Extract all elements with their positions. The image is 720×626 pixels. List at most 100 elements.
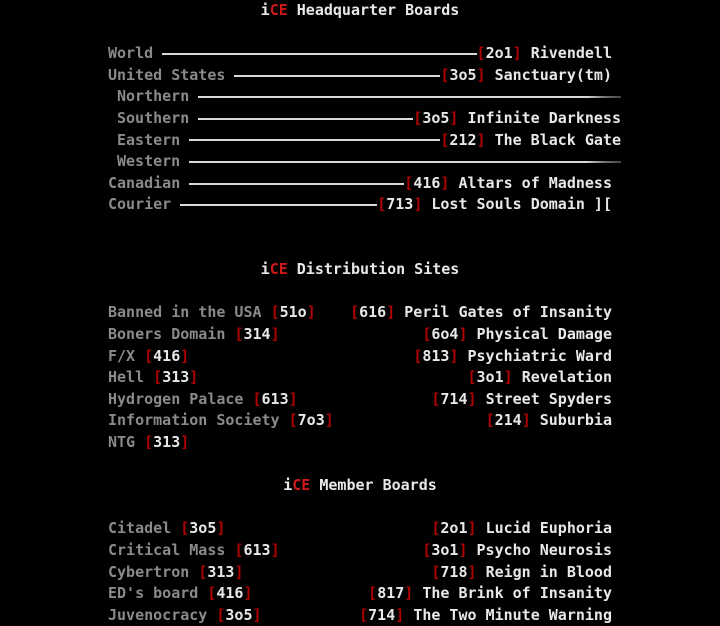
board-name: Suburbia (539, 411, 612, 430)
board-name: Psycho Neurosis (476, 541, 612, 559)
board-name-sep (486, 130, 495, 152)
bracket-open-icon: [ (431, 389, 441, 408)
members-row: Citadel [3o5] [2o1] Lucid Euphoria (108, 518, 612, 540)
bracket-close-icon: ] (476, 65, 486, 84)
hq-entry: Western (108, 151, 621, 173)
bracket-close-icon: ] (449, 109, 459, 127)
title-prefix: i (283, 476, 293, 495)
board-name: The Black Gate (494, 130, 621, 149)
bracket-close-icon: ] (216, 519, 226, 538)
board-name: Altars of Madness (458, 173, 612, 192)
members-right-entry: [2o1] Lucid Euphoria (431, 518, 612, 540)
board-name: F/X (108, 346, 136, 365)
area-code: 313 (153, 433, 181, 451)
bracket-open-icon: [ (350, 303, 360, 322)
bracket-open-icon: [ (359, 605, 369, 624)
board-name-sep (449, 173, 458, 195)
bracket-open-icon: [ (440, 65, 450, 84)
area-code: 6o4 (431, 325, 459, 343)
region-label: Southern (117, 109, 190, 127)
board-name: Banned in the USA (108, 303, 262, 322)
area-code: 212 (449, 130, 477, 149)
region-label: United States (108, 65, 226, 84)
board-name-sep (458, 108, 467, 130)
bracket-open-icon: [ (270, 303, 280, 322)
area-code: 817 (377, 584, 405, 603)
bracket-open-icon: [ (413, 346, 423, 365)
area-code: 214 (494, 411, 522, 430)
bracket-close-icon: ] (306, 303, 316, 322)
members-right-entry: [817] The Brink of Insanity (368, 583, 612, 605)
dist-row: Boners Domain [314] [6o4] Physical Damage (108, 324, 612, 346)
bracket-close-icon: ] (512, 44, 522, 63)
members-right-entry: [714] The Two Minute Warning (359, 605, 612, 626)
area-code: 3o1 (476, 368, 504, 387)
bracket-close-icon: ] (386, 303, 396, 322)
board-name-sep (522, 43, 531, 65)
area-code: 714 (368, 605, 396, 624)
members-right-entry: [718] Reign in Blood (431, 562, 612, 584)
board-name: Lost Souls Domain ][ (431, 195, 612, 214)
area-code: 3o5 (189, 519, 217, 538)
dist-left-entry: Information Society [7o3] (108, 410, 334, 432)
connector-line (189, 182, 405, 185)
members-left-entry: Critical Mass [613] (108, 540, 280, 562)
hq-entry: United States [3o5] Sanctuary(tm) (108, 65, 612, 87)
area-code: 714 (440, 389, 468, 408)
bracket-close-icon: ] (413, 195, 423, 214)
bracket-open-icon: [ (485, 411, 495, 430)
section-title-dist: i CE Distribution Sites (0, 259, 720, 281)
board-name: Rivendell (530, 44, 612, 63)
area-code: 3o5 (422, 109, 450, 127)
connector-line (189, 139, 441, 142)
title-text: Headquarter Boards (287, 1, 460, 19)
section-title-members: i CE Member Boards (0, 475, 720, 497)
bracket-close-icon: ] (449, 346, 459, 365)
dist-left-entry: Hell [313] (108, 367, 198, 389)
board-name: Citadel (108, 519, 172, 538)
dist-row: Hell [313] [3o1] Revelation (108, 367, 612, 389)
bracket-open-icon: [ (144, 346, 154, 365)
bracket-close-icon: ] (395, 605, 405, 624)
board-name: The Two Minute Warning (413, 605, 612, 624)
board-name-sep (422, 194, 431, 216)
dist-right-entry: [214] Suburbia (486, 410, 612, 432)
bracket-close-icon: ] (243, 584, 253, 603)
area-code: 313 (162, 368, 190, 387)
region-label: Northern (117, 87, 190, 106)
bracket-open-icon: [ (207, 584, 217, 603)
members-left-entry: Juvenocracy [3o5] (108, 605, 262, 626)
bracket-open-icon: [ (153, 368, 163, 387)
bracket-close-icon: ] (467, 562, 477, 581)
bracket-open-icon: [ (476, 44, 486, 63)
region-label: Canadian (108, 173, 181, 192)
region-label: World (108, 44, 154, 63)
bracket-open-icon: [ (180, 519, 190, 538)
board-name: Psychiatric Ward (467, 346, 613, 365)
area-code: 3o5 (449, 65, 477, 84)
bracket-close-icon: ] (521, 411, 531, 430)
area-code: 2o1 (485, 44, 513, 63)
dist-right-entry: [813] Psychiatric Ward (413, 346, 612, 368)
title-accent: CE (269, 260, 288, 279)
bracket-close-icon: ] (180, 346, 190, 365)
area-code: 613 (261, 389, 289, 408)
area-code: 718 (440, 562, 468, 581)
bracket-open-icon: [ (440, 130, 450, 149)
board-name: Cybertron (108, 562, 190, 581)
board-name: Juvenocracy (108, 605, 208, 624)
bracket-close-icon: ] (288, 389, 298, 408)
board-name: Information Society (108, 411, 280, 430)
dist-row: F/X [416] [813] Psychiatric Ward (108, 346, 612, 368)
board-name: Street Spyders (485, 389, 612, 408)
board-name-sep (486, 65, 495, 87)
bracket-close-icon: ] (458, 325, 468, 343)
bracket-open-icon: [ (368, 584, 378, 603)
area-code: 416 (413, 173, 441, 192)
bracket-close-icon: ] (180, 433, 190, 451)
connector-line (180, 204, 378, 207)
dist-left-entry: F/X [416] (108, 346, 189, 368)
bracket-open-icon: [ (144, 433, 154, 451)
title-accent: CE (292, 476, 311, 495)
bracket-open-icon: [ (377, 195, 387, 214)
